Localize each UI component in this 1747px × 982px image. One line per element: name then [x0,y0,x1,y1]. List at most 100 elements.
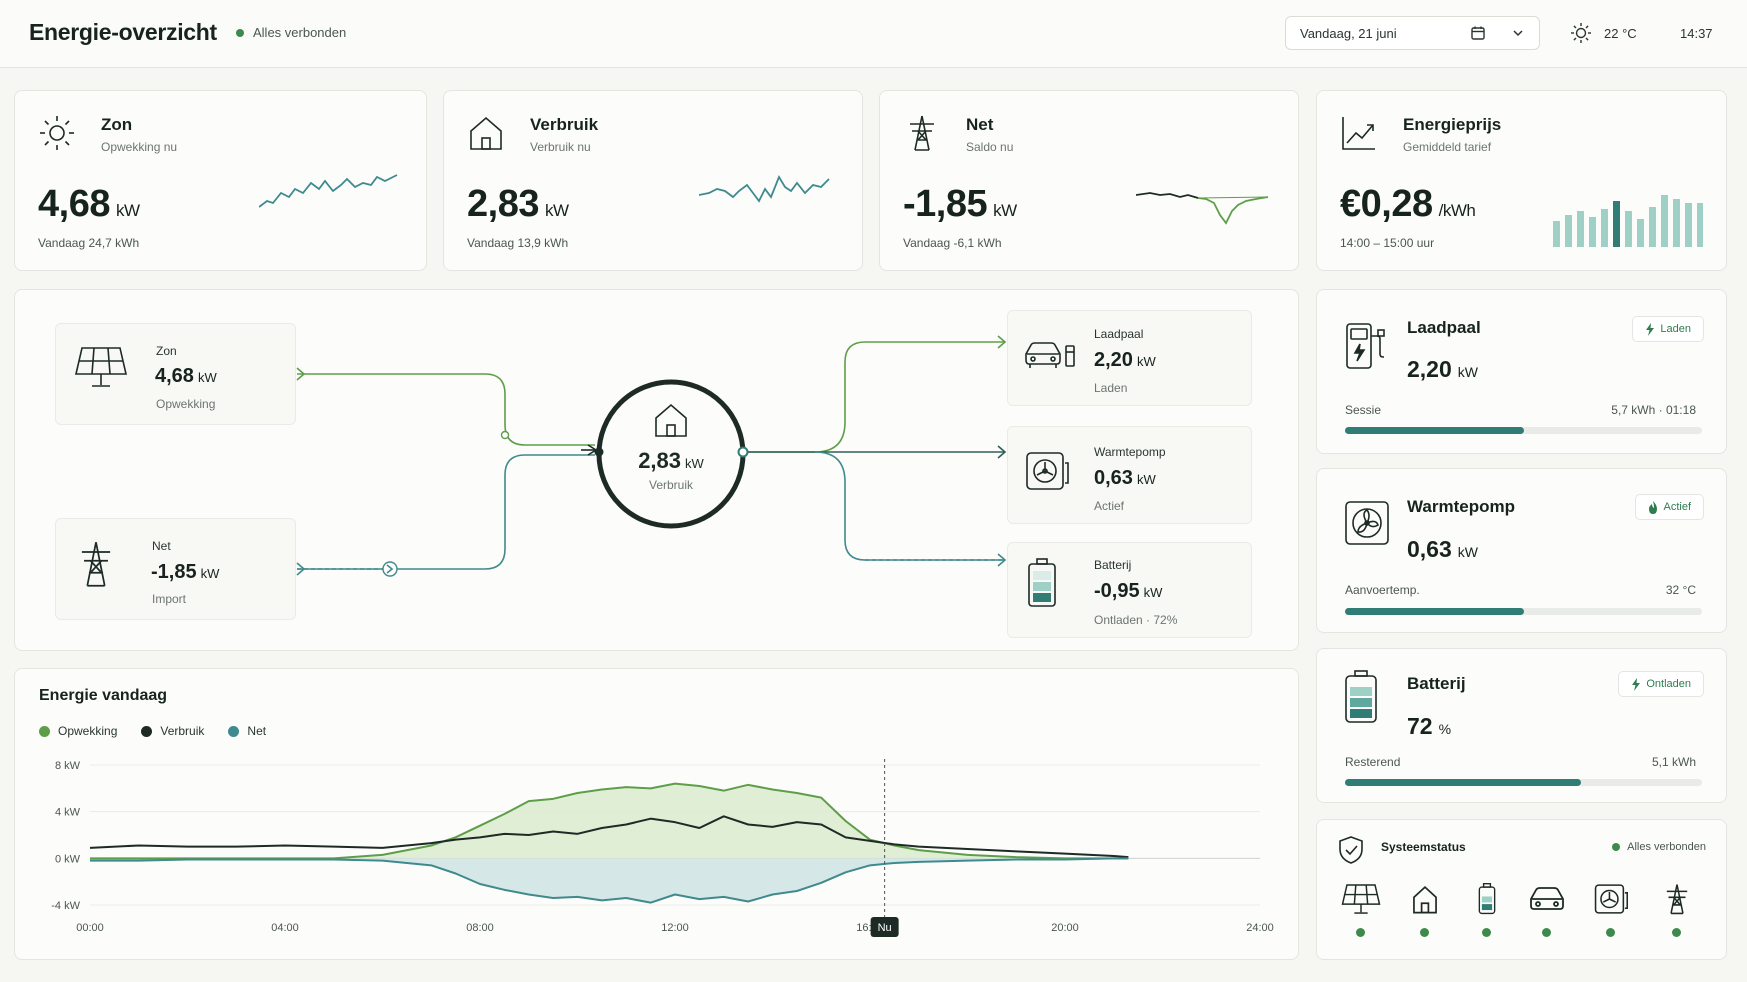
status-badge: Actief [1635,494,1704,520]
flow-node-label: Net [152,539,171,553]
flame-icon [1649,500,1658,514]
legend-swatch [39,725,50,737]
legend-swatch [228,725,240,737]
status-dot [1482,928,1491,937]
status-dot [1672,928,1681,937]
pylon-icon [81,542,111,587]
system-item-house[interactable] [1405,882,1445,937]
flow-node-label: Warmtepomp [1094,445,1166,459]
flow-node-net[interactable]: Net -1,85 kW Import [55,518,296,620]
device-card-batterij[interactable]: Batterij 72% Ontladen Resterend 5,1 kWh [1316,648,1727,803]
series-line-opwekking [90,782,1129,860]
weather: 22 °C [1570,22,1637,44]
flow-center-value: 2,83 kW [638,448,704,473]
x-tick-label: 20:00 [1051,922,1079,934]
y-tick-label: -4 kW [51,900,80,912]
kpi-card-verbruik[interactable]: Verbruik Verbruik nu 2,83 kW Vandaag 13,9… [443,90,863,271]
kpi-value: 4,68 kW [38,183,140,225]
status-badge: Laden [1632,316,1704,342]
chart-title: Energie vandaag [39,687,168,704]
temperature: 22 °C [1604,25,1637,41]
status-dot [1606,928,1615,937]
device-value: 0,63 kW [1407,536,1478,562]
legend-item[interactable]: Verbruik [141,724,204,738]
pylon-icon [910,115,934,151]
battery-icon [1478,883,1496,915]
flow-node-warmtepomp[interactable]: Warmtepomp 0,63 kW Actief [1007,426,1252,524]
x-tick-label: 12:00 [661,922,689,934]
battery-icon [1028,558,1056,607]
current-time: 14:37 [1680,26,1713,41]
calendar-icon [1471,26,1485,40]
flow-node-zon[interactable]: Zon 4,68 kW Opwekking [55,323,296,425]
car-charger-icon [1025,342,1075,368]
progress-bar [1345,779,1702,786]
page-title: Energie-overzicht [29,19,217,45]
flow-node-batterij[interactable]: Batterij -0,95 kW Ontladen · 72% [1007,542,1252,638]
flow-node-label: Laadpaal [1094,327,1144,341]
solar-panel-icon [74,347,128,387]
flow-node-laadpaal[interactable]: Laadpaal 2,20 kW Laden [1007,310,1252,406]
bolt-icon [1646,322,1655,336]
flow-node-sub: Import [152,592,187,606]
series-area [90,858,1129,903]
connection-status-text: Alles verbonden [253,25,347,40]
now-label: Nu [878,922,892,934]
device-row-value: 5,1 kWh [1651,755,1696,769]
x-tick-label: 08:00 [466,922,494,934]
pylon-icon [1666,884,1688,915]
chevron-down-icon [1513,30,1523,37]
kpi-card-energieprijs[interactable]: Energieprijs Gemiddeld tarief €0,28/kWh … [1316,90,1727,271]
status-badge: Ontladen [1618,671,1704,697]
device-card-laadpaal[interactable]: Laadpaal 2,20 kW Laden Sessie 5,7 kWh · 0… [1316,289,1727,454]
system-item-grid[interactable] [1657,882,1697,937]
kpi-card-net[interactable]: Net Saldo nu -1,85 kW Vandaag -6,1 kWh [879,90,1299,271]
bolt-icon [1632,677,1641,691]
system-connection: Alles verbonden [1612,841,1706,853]
legend-item[interactable]: Opwekking [39,724,117,738]
flow-center-house[interactable]: 2,83 kW Verbruik [611,400,731,510]
system-item-car[interactable] [1527,882,1567,937]
y-tick-label: 8 kW [55,760,81,772]
date-picker-label: Vandaag, 21 juni [1300,25,1397,41]
kpi-card-zon[interactable]: Zon Opwekking nu 4,68 kW Vandaag 24,7 kWh [14,90,427,271]
kpi-value: 2,83 kW [467,183,569,225]
kpi-footer: Vandaag -6,1 kWh [903,236,1002,250]
device-title: Batterij [1407,674,1466,693]
price-bars [1553,195,1703,247]
battery-icon [1345,670,1377,723]
flow-node-label: Zon [156,344,177,358]
connection-status: Alles verbonden [236,25,346,40]
car-icon [1530,887,1564,910]
device-value: 72% [1407,713,1452,739]
device-card-warmtepomp[interactable]: Warmtepomp 0,63 kW Actief Aanvoertemp. 32… [1316,468,1727,633]
heatpump-icon [1594,884,1628,914]
kpi-footer: Vandaag 24,7 kWh [38,236,140,250]
kpi-title: Verbruik [530,115,599,134]
system-item-solar[interactable] [1341,882,1381,937]
progress-bar [1345,608,1702,615]
heatpump-icon [1345,501,1389,545]
system-item-battery[interactable] [1467,882,1507,937]
sun-icon [1571,23,1591,43]
kpi-subtitle: Saldo nu [966,140,1014,154]
status-dot [236,28,244,37]
device-row-label: Resterend [1345,755,1401,769]
charging-station-icon [1346,323,1385,369]
now-badge [870,917,899,937]
kpi-subtitle: Opwekking nu [101,140,178,154]
legend-item[interactable]: Net [228,724,266,738]
shield-check-icon [1339,836,1363,864]
status-dot [1420,928,1429,937]
device-title: Warmtepomp [1407,497,1515,516]
kpi-title: Energieprijs [1403,115,1502,134]
kpi-value: €0,28/kWh [1340,183,1476,225]
heatpump-icon [1026,452,1069,490]
date-picker[interactable]: Vandaag, 21 juni [1285,16,1540,50]
device-row-value: 32 °C [1665,583,1696,597]
flow-node-value: -0,95 kW [1094,580,1163,602]
system-item-heatpump[interactable] [1591,882,1631,937]
flow-node-sub: Laden [1094,381,1128,395]
flow-center-sub: Verbruik [648,478,694,492]
